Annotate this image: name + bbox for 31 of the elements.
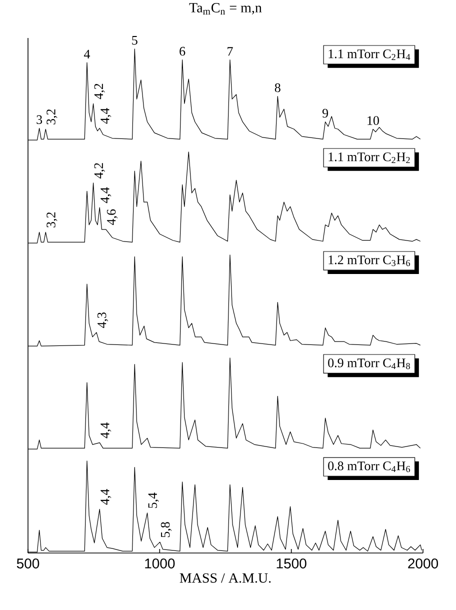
annotation: 0.8 mTorr C$_{4}$H$_{6}$ — [328, 462, 410, 472]
x-tick-label: 500 — [16, 558, 40, 568]
annotation: 9 — [322, 108, 328, 118]
annotation: 5 — [132, 36, 138, 45]
x-tick-label: 1000 — [145, 558, 175, 568]
annotation: 4,4 — [100, 422, 112, 438]
annotation: 4,2 — [94, 84, 105, 100]
annotation: 4,3 — [97, 312, 108, 328]
annotation: 3,2 — [46, 109, 58, 124]
annotation: 3,2 — [46, 212, 58, 228]
annotation: 4,4 — [100, 108, 112, 124]
annotation: 3 — [36, 115, 42, 124]
annotation: 4 — [84, 50, 90, 58]
annotation: 7 — [228, 47, 233, 56]
annotation: 5,8 — [160, 522, 172, 538]
annotation: 1.1 mTorr C$_{2}$H$_{4}$ — [328, 50, 410, 60]
annotation: 8 — [274, 83, 280, 92]
annotation: 4,4 — [100, 187, 112, 204]
annotation: 1.2 mTorr C$_{3}$H$_{6}$ — [328, 256, 410, 266]
x-axis-title: MASS / A.M.U. — [180, 573, 271, 583]
annotation: 6 — [180, 46, 186, 56]
annotation: 4,4 — [100, 488, 112, 505]
chart-title: Ta$_{m}$C$_{n}$ = m,n — [189, 3, 262, 14]
annotation: 5,4 — [148, 492, 159, 508]
annotation: 10 — [368, 116, 379, 125]
annotation: 0.9 mTorr C$_{4}$H$_{8}$ — [328, 358, 410, 370]
x-tick-label: 1500 — [276, 558, 306, 568]
x-tick-label: 2000 — [408, 558, 438, 568]
annotation: 1.1 mTorr C$_{2}$H$_{2}$ — [328, 152, 410, 164]
annotation: 4,6 — [106, 209, 118, 225]
annotation: 4,2 — [94, 163, 105, 178]
